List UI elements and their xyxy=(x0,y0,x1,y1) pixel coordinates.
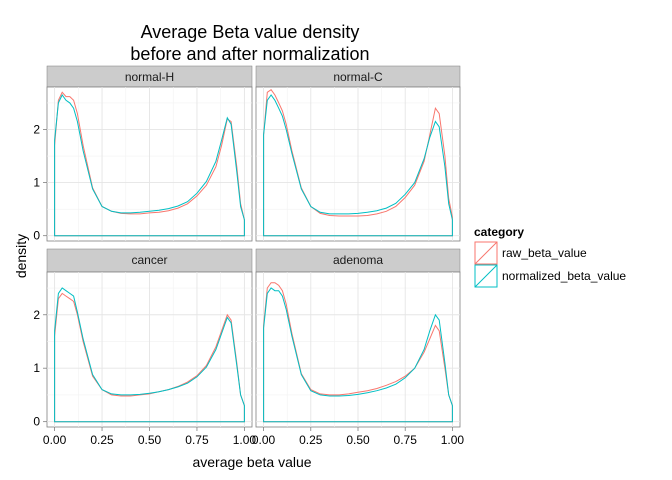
legend-item-raw_beta_value: raw_beta_value xyxy=(474,241,587,265)
x-tick-label: 0.75 xyxy=(185,433,209,447)
chart-title-line-1: Average Beta value density xyxy=(141,22,360,42)
panel-cancer: cancer xyxy=(46,248,253,428)
chart-title: Average Beta value density before and af… xyxy=(130,22,369,64)
strip-label: adenoma xyxy=(333,253,383,267)
series-normalized_beta_value xyxy=(263,94,453,237)
strip-label: normal-H xyxy=(125,70,174,84)
x-tick-label: 0.00 xyxy=(252,433,276,447)
legend-label: raw_beta_value xyxy=(502,246,587,260)
series-normalized_beta_value xyxy=(54,94,245,237)
facet-panels: normal-H normal-C cancer adenoma xyxy=(46,65,461,428)
legend-item-normalized_beta_value: normalized_beta_value xyxy=(474,264,626,288)
y-axis-ticks: 0 1 2 0 1 2 xyxy=(33,122,47,429)
x-axis-ticks: 0.00 0.25 0.50 0.75 1.000.00 0.25 0.50 0.75 1.00 xyxy=(43,427,465,447)
series-normalized_beta_value xyxy=(54,287,245,423)
legend-label: normalized_beta_value xyxy=(502,269,626,283)
gridlines xyxy=(47,87,252,241)
panel-normal-H: normal-H xyxy=(46,65,253,242)
series-raw_beta_value xyxy=(54,292,245,423)
x-tick-label: 0.00 xyxy=(43,433,67,447)
y-tick-label: 0 xyxy=(33,415,40,429)
y-axis-title: density xyxy=(13,234,29,278)
legend-key-slash xyxy=(474,264,498,288)
x-tick-label: 1.00 xyxy=(233,433,257,447)
y-tick-label: 2 xyxy=(33,308,40,322)
panel-adenoma: adenoma xyxy=(255,248,461,428)
x-axis-title: average beta value xyxy=(192,454,311,470)
x-tick-label: 0.50 xyxy=(138,433,162,447)
chart-title-line-2: before and after normalization xyxy=(130,44,369,64)
y-tick-label: 1 xyxy=(33,176,40,190)
x-tick-label: 0.50 xyxy=(346,433,370,447)
legend: category raw_beta_value normalized_beta_v… xyxy=(474,225,626,288)
panel-normal-C: normal-C xyxy=(255,65,461,242)
y-tick-label: 1 xyxy=(33,361,40,375)
y-tick-label: 0 xyxy=(33,229,40,243)
x-tick-label: 0.25 xyxy=(90,433,114,447)
x-tick-label: 0.75 xyxy=(394,433,418,447)
series-raw_beta_value xyxy=(263,89,453,237)
x-tick-label: 1.00 xyxy=(441,433,465,447)
series-normalized_beta_value xyxy=(263,287,453,423)
strip-label: cancer xyxy=(131,253,167,267)
legend-key-slash xyxy=(474,241,498,265)
series-raw_beta_value xyxy=(263,282,453,423)
series-raw_beta_value xyxy=(54,91,245,237)
legend-title: category xyxy=(474,225,524,239)
x-tick-label: 0.25 xyxy=(299,433,323,447)
strip-label: normal-C xyxy=(333,70,383,84)
y-tick-label: 2 xyxy=(33,122,40,136)
